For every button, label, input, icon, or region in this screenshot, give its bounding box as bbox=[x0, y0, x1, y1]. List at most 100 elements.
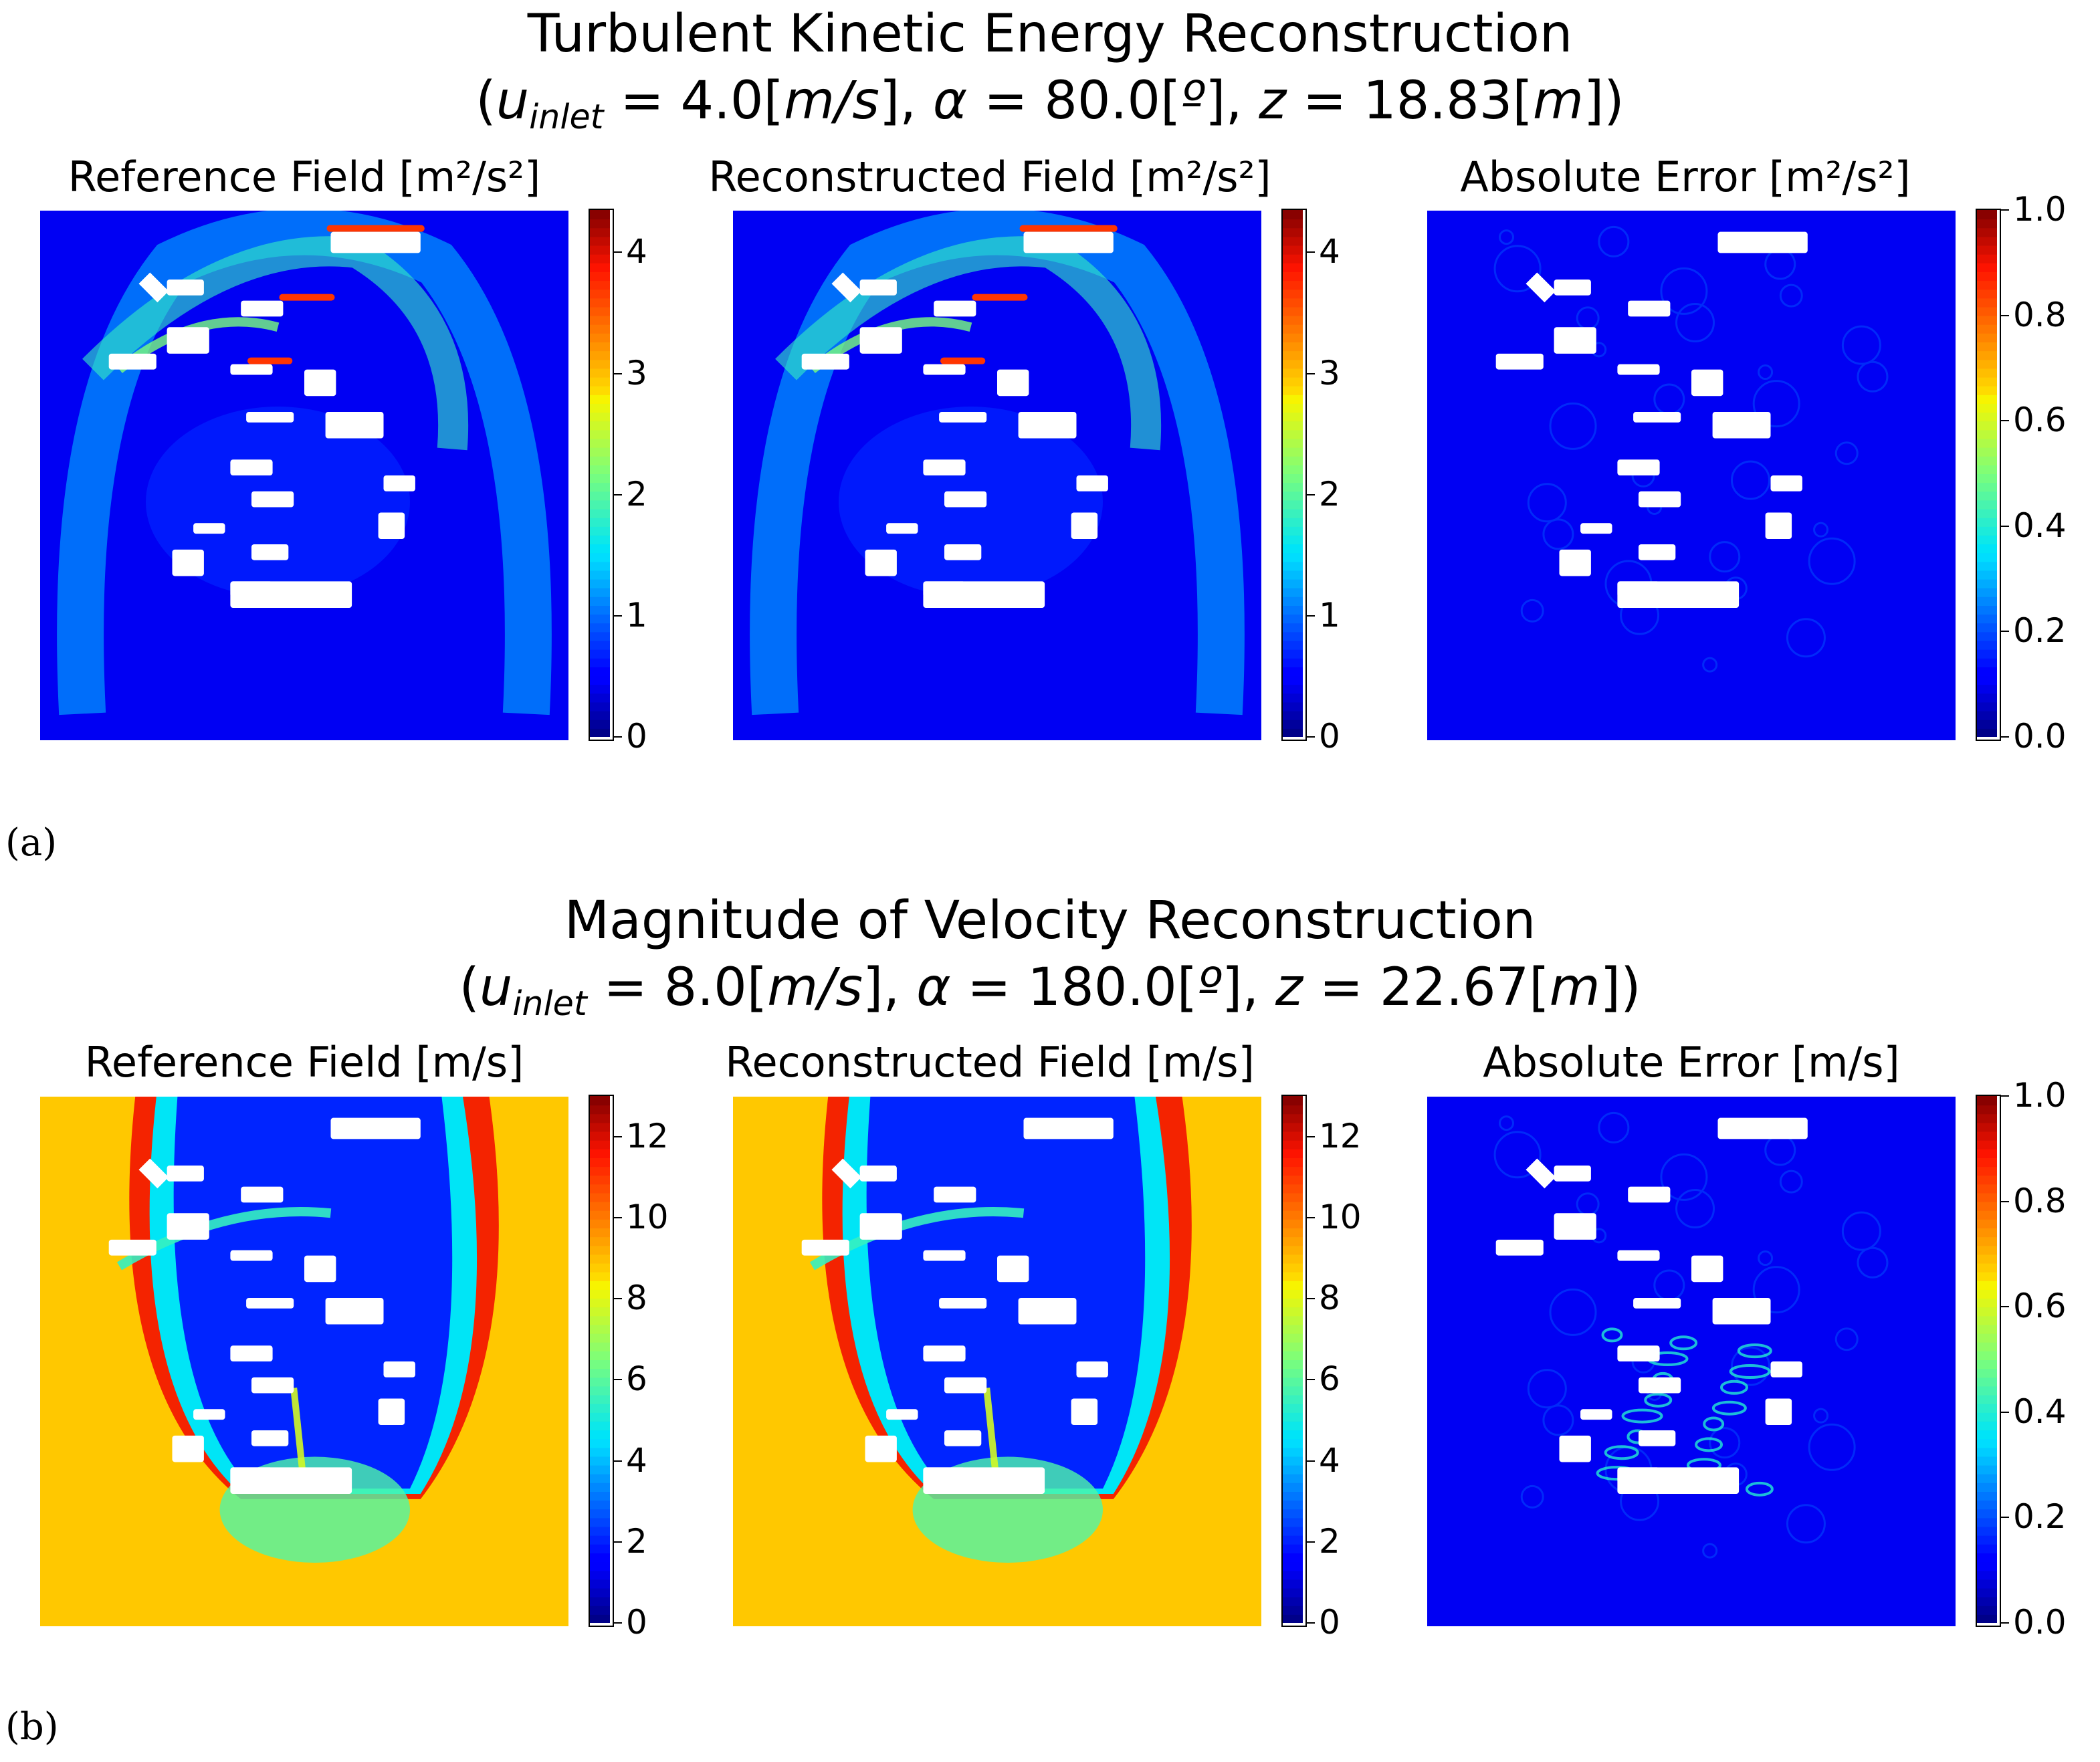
colorbar-band bbox=[1283, 315, 1303, 325]
error-blob bbox=[1549, 402, 1597, 450]
colorbar-tick-mark bbox=[2001, 1306, 2009, 1308]
error-blob bbox=[1857, 1246, 1889, 1279]
colorbar-tick-label: 8 bbox=[626, 1279, 647, 1318]
colorbar-band bbox=[1283, 623, 1303, 633]
wake-plume-outer bbox=[750, 211, 1245, 715]
colorbar-tick-label: 0 bbox=[626, 1603, 647, 1642]
building-obstacle bbox=[325, 1297, 384, 1325]
colorbar-band bbox=[1977, 491, 1997, 501]
building-obstacle bbox=[1071, 512, 1098, 540]
building-obstacle bbox=[1580, 523, 1612, 534]
colorbar-band bbox=[1977, 289, 1997, 299]
unit-a-err: m²/s² bbox=[1785, 152, 1895, 201]
colorbar-band bbox=[590, 614, 610, 624]
colorbar-band bbox=[590, 1464, 610, 1474]
colorbar-tick-label: 1.0 bbox=[2013, 190, 2067, 229]
colorbar-band bbox=[590, 1262, 610, 1273]
colorbar-band bbox=[1283, 491, 1303, 501]
error-blob bbox=[1709, 541, 1741, 573]
colorbar-tick-mark bbox=[1307, 372, 1315, 374]
colorbar-band bbox=[1283, 412, 1303, 422]
colorbar-band bbox=[590, 1315, 610, 1325]
colorbar-tick-mark bbox=[614, 1379, 622, 1381]
field-background bbox=[1427, 1097, 1956, 1626]
colorbar-band bbox=[1977, 570, 1997, 580]
building-obstacle bbox=[167, 1165, 204, 1182]
colorbar-band bbox=[1283, 306, 1303, 316]
colorbar-band bbox=[1977, 342, 1997, 352]
map-svg bbox=[40, 1097, 568, 1626]
building-obstacle bbox=[1691, 1255, 1723, 1283]
building-obstacle bbox=[241, 300, 284, 317]
colorbar-band bbox=[590, 421, 610, 431]
colorbar-band bbox=[1977, 1157, 1997, 1168]
colorbar-band bbox=[1283, 403, 1303, 413]
error-blob bbox=[1857, 360, 1889, 393]
colorbar-band bbox=[1977, 210, 1997, 220]
colorbar-band bbox=[1283, 666, 1303, 677]
building-obstacle bbox=[1018, 411, 1077, 439]
colorbar-band bbox=[1977, 1438, 1997, 1448]
colorbar-band bbox=[590, 1447, 610, 1457]
colorbar-band bbox=[1283, 245, 1303, 255]
colorbar-band bbox=[590, 1105, 610, 1115]
building-obstacle bbox=[1554, 1165, 1591, 1182]
building-obstacle bbox=[1717, 1117, 1808, 1139]
colorbar-band bbox=[590, 350, 610, 360]
building-obstacle bbox=[865, 549, 897, 576]
colorbar-band bbox=[1283, 1368, 1303, 1378]
colorbar-band bbox=[1283, 1359, 1303, 1369]
building-obstacle bbox=[108, 353, 156, 370]
building-obstacle bbox=[939, 411, 987, 423]
building-obstacle bbox=[923, 1345, 966, 1361]
colorbar-band bbox=[1977, 464, 1997, 474]
colorbar-band bbox=[1977, 236, 1997, 246]
colorbar-band bbox=[590, 710, 610, 720]
colorbar-band bbox=[1977, 1552, 1997, 1563]
colorbar-band bbox=[1283, 1543, 1303, 1553]
heatmap-b-reference bbox=[40, 1097, 568, 1626]
colorbar-band bbox=[1283, 1535, 1303, 1545]
colorbar-band bbox=[590, 1245, 610, 1255]
colorbar-band bbox=[1977, 1139, 1997, 1149]
building-obstacle bbox=[251, 544, 289, 560]
building-obstacle bbox=[1554, 327, 1596, 354]
colorbar-band bbox=[1283, 1210, 1303, 1220]
colorbar-band bbox=[590, 1298, 610, 1308]
colorbar-band bbox=[590, 666, 610, 677]
error-blob bbox=[1779, 1170, 1803, 1194]
colorbar-a-reconstructed bbox=[1281, 209, 1307, 741]
colorbar-band bbox=[1977, 1096, 1997, 1106]
colorbar-band bbox=[1283, 359, 1303, 369]
colorbar-band bbox=[1283, 1157, 1303, 1168]
colorbar-band bbox=[1977, 245, 1997, 255]
colorbar-band bbox=[1977, 1517, 1997, 1527]
colorbar-band bbox=[1977, 1614, 1997, 1624]
building-obstacle bbox=[1018, 1297, 1077, 1325]
title-a-line1: Turbulent Kinetic Energy Reconstruction bbox=[527, 4, 1573, 64]
colorbar-tick-mark bbox=[2001, 1411, 2009, 1413]
error-blob bbox=[1542, 518, 1574, 550]
colorbar-band bbox=[590, 271, 610, 282]
colorbar-band bbox=[590, 219, 610, 229]
error-blob bbox=[1834, 441, 1859, 465]
error-hotspot bbox=[1644, 1392, 1673, 1408]
colorbar-tick-mark bbox=[614, 1541, 622, 1543]
colorbar-band bbox=[1977, 1368, 1997, 1378]
colorbar-band bbox=[1283, 1430, 1303, 1440]
error-blob bbox=[1730, 1346, 1770, 1386]
colorbar-band bbox=[1283, 455, 1303, 465]
building-obstacle bbox=[801, 353, 849, 370]
colorbar-band bbox=[1977, 1210, 1997, 1220]
high-tke-edge bbox=[326, 225, 425, 232]
building-obstacle bbox=[1023, 1117, 1114, 1139]
wake-core bbox=[866, 1097, 1146, 1489]
building-obstacle bbox=[1628, 300, 1671, 317]
colorbar-band bbox=[1977, 219, 1997, 229]
colorbar-band bbox=[1283, 693, 1303, 703]
building-obstacle bbox=[108, 1239, 156, 1256]
colorbar-band bbox=[1283, 1122, 1303, 1132]
high-tke-edge bbox=[247, 357, 293, 364]
colorbar-tick-label: 0.4 bbox=[2013, 1392, 2067, 1431]
colorbar-band bbox=[1283, 394, 1303, 404]
